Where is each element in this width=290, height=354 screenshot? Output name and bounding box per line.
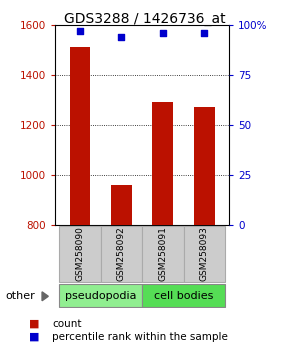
Text: GSM258093: GSM258093 [200,227,209,281]
Polygon shape [42,292,48,301]
Bar [184,226,225,282]
Text: percentile rank within the sample: percentile rank within the sample [52,332,228,342]
Text: ■: ■ [29,319,39,329]
Bar [153,102,173,225]
Text: GSM258092: GSM258092 [117,227,126,281]
Text: GSM258090: GSM258090 [75,227,84,281]
Text: count: count [52,319,82,329]
Bar [194,107,215,225]
Bar [70,47,90,225]
Bar [111,185,132,225]
Text: ■: ■ [29,332,39,342]
Bar [59,226,101,282]
Point [78,28,82,34]
Bar [101,226,142,282]
Point [202,30,206,36]
Bar [142,285,225,307]
Text: other: other [6,291,36,301]
Text: pseudopodia: pseudopodia [65,291,136,301]
Bar [59,285,142,307]
Bar [142,226,184,282]
Text: GSM258091: GSM258091 [158,227,167,281]
Point [160,30,165,36]
Text: cell bodies: cell bodies [154,291,213,301]
Point [119,34,124,40]
Text: GDS3288 / 1426736_at: GDS3288 / 1426736_at [64,12,226,27]
